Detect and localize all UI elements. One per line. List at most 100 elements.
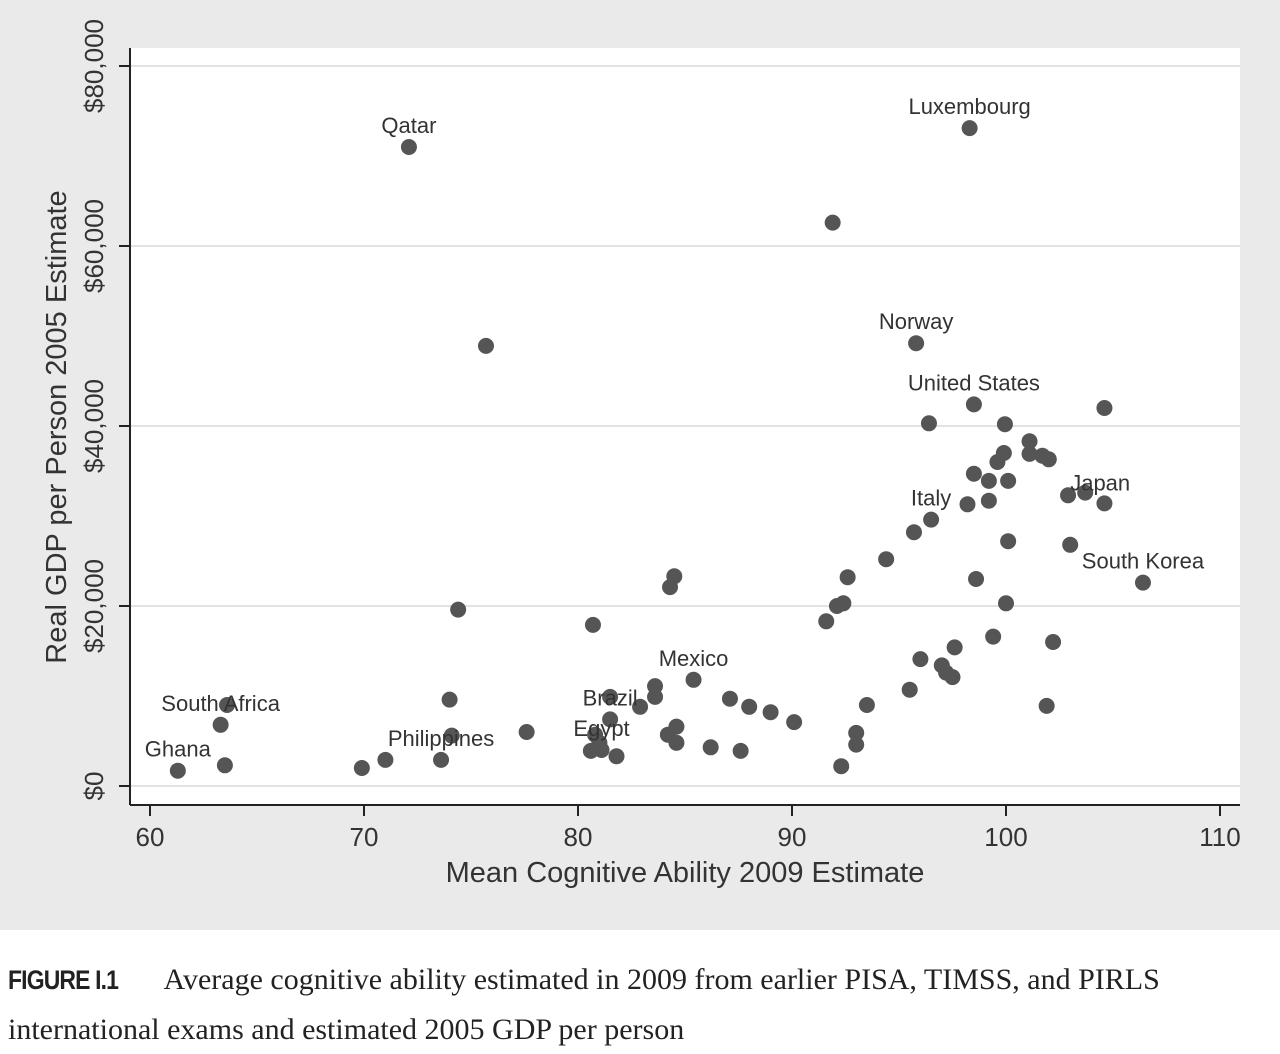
data-point xyxy=(602,688,619,705)
data-point xyxy=(608,748,625,765)
point-label: Mexico xyxy=(659,646,729,671)
data-point xyxy=(741,698,758,715)
point-label: Luxembourg xyxy=(908,94,1030,119)
data-point xyxy=(1062,536,1079,553)
data-point xyxy=(961,120,978,137)
data-point xyxy=(216,757,233,774)
scatter-chart: $0 $20,000 $40,000 $60,000 $80,000 60 70 80 90 10… xyxy=(0,0,1280,930)
data-point xyxy=(702,739,719,756)
data-point xyxy=(980,492,997,509)
data-point xyxy=(433,751,450,768)
data-point xyxy=(1000,533,1017,550)
data-point xyxy=(980,472,997,489)
y-tick-label: $40,000 xyxy=(79,379,109,473)
caption-text: Average cognitive ability estimated in 2… xyxy=(8,963,1160,1046)
data-point xyxy=(1096,400,1113,416)
data-point xyxy=(518,724,535,740)
data-point xyxy=(582,742,599,759)
data-point xyxy=(908,335,925,352)
y-tick-label: $80,000 xyxy=(79,19,109,113)
figure-caption: FIGURE I.1 Average cognitive ability esti… xyxy=(8,955,1268,1054)
data-point xyxy=(647,688,664,705)
y-axis-title: Real GDP per Person 2005 Estimate xyxy=(41,190,73,663)
x-tick-label: 100 xyxy=(984,822,1027,852)
data-point xyxy=(833,758,850,775)
data-point xyxy=(965,396,982,413)
point-label: Japan xyxy=(1070,471,1130,496)
data-point xyxy=(1134,574,1151,591)
data-point xyxy=(944,669,961,686)
data-point xyxy=(377,751,394,768)
data-point xyxy=(632,698,649,715)
data-point xyxy=(450,601,467,618)
data-point xyxy=(353,760,370,776)
point-label: Ghana xyxy=(145,737,212,762)
data-point xyxy=(968,571,985,587)
point-label: Qatar xyxy=(381,113,436,138)
data-point xyxy=(1060,487,1077,504)
point-label: South Africa xyxy=(161,691,280,716)
x-tick-label: 90 xyxy=(778,822,807,852)
data-point xyxy=(662,579,679,596)
data-point xyxy=(1021,433,1038,450)
data-point xyxy=(905,524,922,541)
data-point xyxy=(878,551,895,568)
data-point xyxy=(959,496,976,513)
point-label: Egypt xyxy=(573,716,629,741)
data-point xyxy=(1038,697,1055,714)
data-point xyxy=(946,639,963,656)
data-point xyxy=(1096,495,1113,512)
data-point xyxy=(920,415,937,432)
data-point xyxy=(602,711,619,728)
data-point xyxy=(786,714,803,731)
data-point xyxy=(1040,451,1057,468)
data-point xyxy=(400,139,417,155)
y-tick-label: $20,000 xyxy=(79,559,109,653)
data-point xyxy=(965,465,982,482)
data-point xyxy=(848,724,865,741)
point-label: Brazil xyxy=(583,685,638,710)
data-point xyxy=(824,214,841,231)
data-point xyxy=(169,762,186,779)
data-point xyxy=(996,416,1013,433)
x-tick-label: 80 xyxy=(564,822,593,852)
point-label: Norway xyxy=(879,309,954,334)
data-point xyxy=(818,613,835,630)
y-tick-label: $60,000 xyxy=(79,199,109,293)
data-point xyxy=(1077,484,1094,501)
data-point xyxy=(998,595,1014,612)
data-point xyxy=(858,697,875,713)
point-label: Philippines xyxy=(388,726,494,751)
data-point xyxy=(762,704,779,721)
data-point xyxy=(1021,445,1038,462)
data-point xyxy=(848,736,865,753)
point-label: United States xyxy=(908,370,1040,395)
data-point xyxy=(1000,472,1017,489)
data-point xyxy=(901,681,918,698)
data-point xyxy=(685,671,702,688)
data-point xyxy=(441,691,458,708)
data-point xyxy=(219,697,236,713)
data-point xyxy=(212,716,229,733)
data-point xyxy=(584,616,601,633)
y-tick-label: $0 xyxy=(79,772,109,801)
point-label: South Korea xyxy=(1082,549,1205,574)
data-point xyxy=(732,742,749,759)
data-point xyxy=(912,651,929,668)
x-tick-label: 60 xyxy=(136,822,165,852)
x-axis-title: Mean Cognitive Ability 2009 Estimate xyxy=(446,857,925,889)
data-point xyxy=(1045,634,1062,650)
data-point xyxy=(989,454,1006,470)
data-point xyxy=(923,511,940,528)
data-point xyxy=(477,337,494,354)
x-tick-label: 70 xyxy=(350,822,379,852)
data-point xyxy=(443,727,460,744)
x-tick-label: 110 xyxy=(1199,822,1240,852)
data-point xyxy=(721,690,738,707)
point-label: Italy xyxy=(911,486,951,511)
data-point xyxy=(668,734,685,751)
data-point xyxy=(839,569,856,586)
data-point xyxy=(985,628,1002,645)
figure-label: FIGURE I.1 xyxy=(8,965,119,995)
data-point xyxy=(828,598,845,614)
